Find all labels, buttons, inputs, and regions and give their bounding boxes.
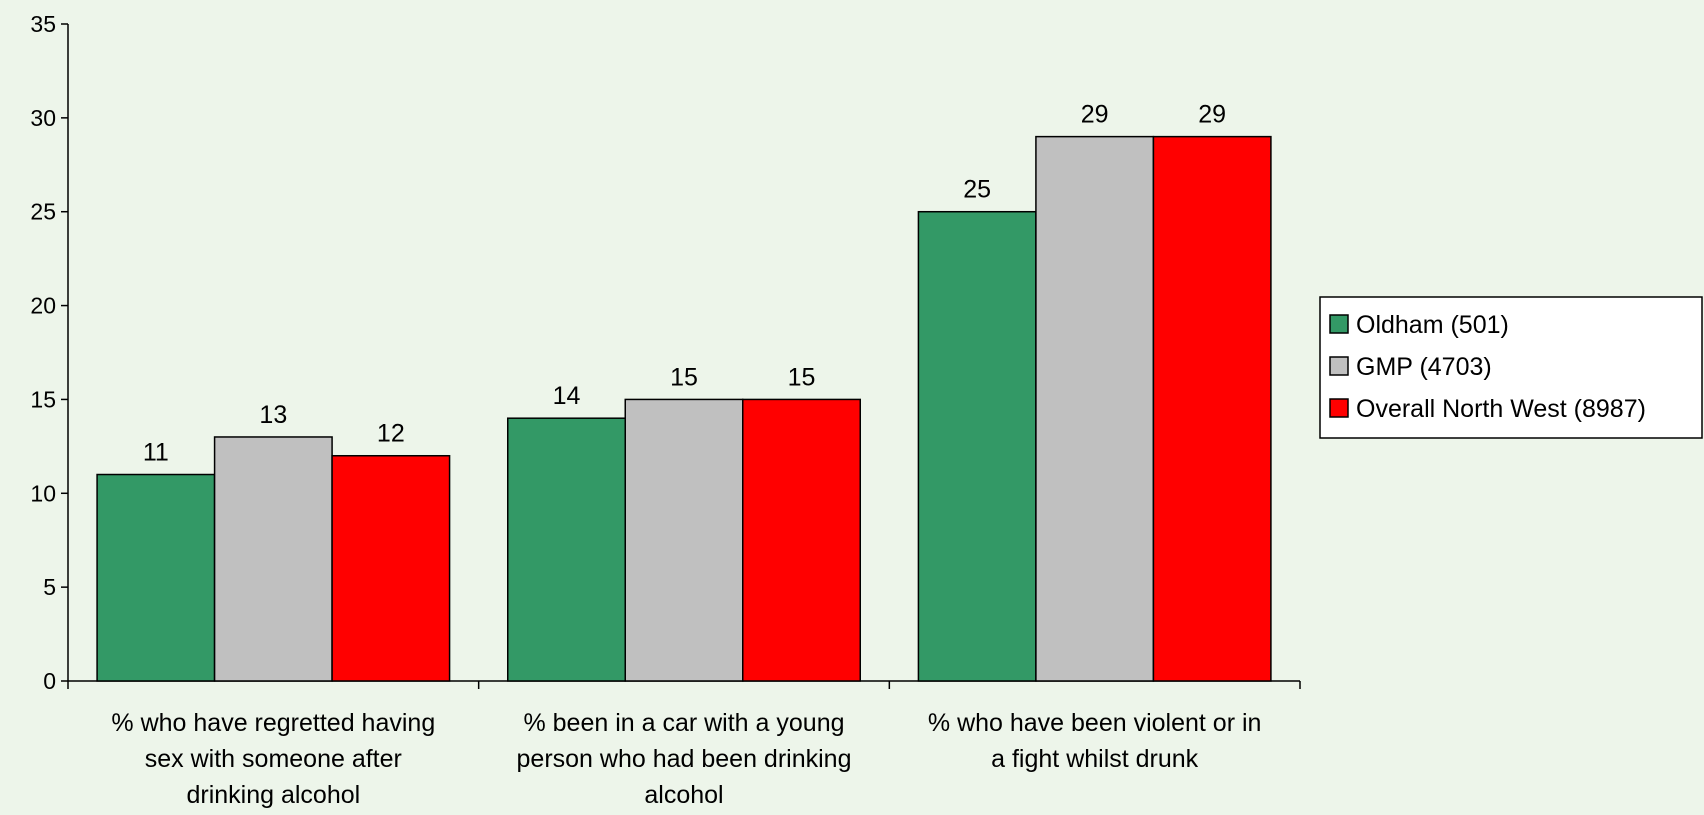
bar (507, 417, 626, 682)
y-tick-label: 35 (30, 11, 56, 37)
y-tick-label: 30 (30, 105, 56, 131)
bar (331, 454, 451, 682)
legend-swatch (1329, 314, 1349, 334)
legend-label: GMP (4703) (1356, 353, 1492, 381)
legend-box (1319, 296, 1703, 439)
y-tick-label: 10 (30, 480, 56, 506)
x-category-label-line: drinking alcohol (186, 781, 360, 809)
x-category-label-line: % been in a car with a young (523, 709, 844, 737)
y-tick-label: 0 (43, 668, 56, 694)
bar (213, 436, 333, 682)
data-label: 14 (553, 382, 581, 410)
data-label: 11 (143, 439, 169, 467)
legend-swatch (1329, 398, 1349, 418)
data-label: 29 (1081, 101, 1109, 129)
legend-label: Overall North West (8987) (1356, 395, 1646, 423)
bar (1152, 135, 1272, 682)
y-tick-label: 25 (30, 199, 56, 225)
x-category-label-line: a fight whilst drunk (991, 745, 1199, 773)
x-category-label: % been in a car with a young person who h… (517, 709, 852, 809)
data-label: 12 (377, 420, 405, 448)
legend-swatch (1329, 356, 1349, 376)
x-category-label-line: person who had been drinking (517, 745, 852, 773)
data-label: 15 (670, 363, 698, 391)
bar (742, 398, 861, 682)
x-category-label-line: alcohol (644, 781, 723, 809)
data-label: 25 (963, 176, 991, 204)
y-tick-label: 5 (43, 574, 56, 600)
bar (1035, 135, 1155, 682)
x-category-label-line: % who have been violent or in (928, 709, 1262, 737)
data-label: 29 (1198, 101, 1226, 129)
x-category-label: % who have regretted having sex with some… (111, 709, 435, 809)
y-tick-label: 15 (30, 386, 56, 412)
bar (96, 473, 216, 682)
x-category-label: % who have been violent or in a fight whi… (928, 709, 1262, 773)
bar (917, 210, 1037, 682)
data-label: 13 (259, 401, 287, 429)
bar (624, 398, 744, 682)
legend-label: Oldham (501) (1356, 311, 1509, 339)
x-category-label-line: sex with someone after (145, 745, 402, 773)
y-tick-label: 20 (30, 293, 56, 319)
data-label: 15 (788, 363, 816, 391)
x-category-label-line: % who have regretted having (111, 709, 435, 737)
